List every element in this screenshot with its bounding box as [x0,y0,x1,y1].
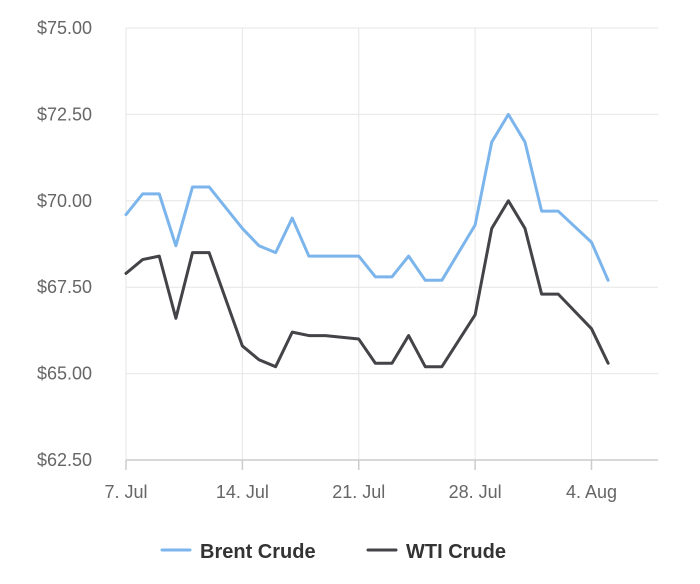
legend-item-brent-crude[interactable]: Brent Crude [160,541,316,563]
x-tick-label: 21. Jul [332,482,385,502]
series-line-brent-crude[interactable] [124,112,610,282]
legend[interactable]: Brent Crude WTI Crude [160,541,506,563]
y-tick-label: $65.00 [37,364,92,384]
grid [125,27,658,460]
x-axis: 7. Jul 14. Jul 21. Jul 28. Jul 4. Aug [104,459,658,502]
y-tick-label: $70.00 [37,191,92,211]
series-line-wti-crude[interactable] [124,199,610,369]
y-axis: $62.50 $65.00 $67.50 $70.00 $72.50 $75.00 [37,18,92,470]
series-group [124,112,610,369]
legend-label: Brent Crude [200,541,316,563]
x-tick-label: 7. Jul [104,482,147,502]
y-tick-label: $72.50 [37,104,92,124]
y-tick-label: $62.50 [37,450,92,470]
x-tick-label: 4. Aug [566,482,617,502]
x-tick-label: 14. Jul [216,482,269,502]
legend-item-wti-crude[interactable]: WTI Crude [366,541,506,563]
y-tick-label: $75.00 [37,18,92,38]
x-tick-label: 28. Jul [449,482,502,502]
legend-label: WTI Crude [406,541,506,563]
y-tick-label: $67.50 [37,277,92,297]
